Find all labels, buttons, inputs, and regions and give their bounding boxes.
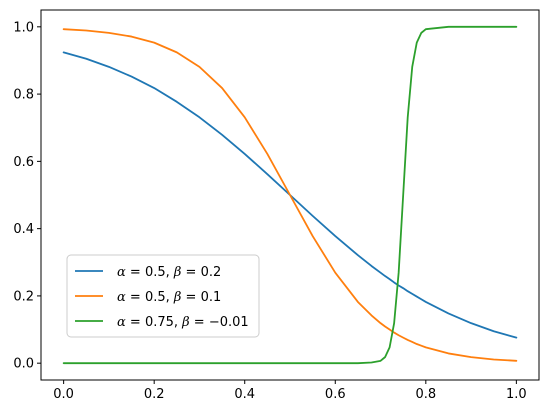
x-tick-label-3: 0.4 (234, 387, 255, 402)
legend: α = 0.5, β = 0.2 α = 0.5, β = 0.1 α = 0.… (66, 254, 260, 338)
legend-label-1: α = 0.5, β = 0.2 (117, 265, 221, 280)
x-tick-label-2: 0.2 (144, 387, 165, 402)
series-line-3 (62, 25, 518, 365)
x-axis: 0.0 0.2 0.4 0.6 0.8 1.0 (53, 380, 527, 402)
legend-label-3: α = 0.75, β = −0.01 (117, 315, 249, 330)
series-lines (62, 25, 518, 365)
y-tick-label-4: 0.6 (13, 155, 34, 170)
y-tick-label-6: 1.0 (13, 20, 34, 35)
plot-frame (40, 9, 540, 381)
x-tick-label-6: 1.0 (506, 387, 527, 402)
y-tick-label-5: 0.8 (13, 88, 34, 103)
legend-item-3: α = 0.75, β = −0.01 (75, 315, 249, 330)
x-tick-label-1: 0.0 (53, 387, 74, 402)
legend-item-1: α = 0.5, β = 0.2 (75, 265, 221, 280)
series-line-1 (62, 51, 518, 339)
y-tick-label-1: 0.0 (13, 357, 34, 372)
legend-item-2: α = 0.5, β = 0.1 (75, 290, 221, 305)
x-tick-label-5: 0.8 (415, 387, 436, 402)
legend-frame (66, 254, 260, 338)
y-axis: 0.0 0.2 0.4 0.6 0.8 1.0 (13, 20, 41, 372)
legend-label-2: α = 0.5, β = 0.1 (117, 290, 221, 305)
series-line-2 (62, 28, 518, 362)
y-tick-label-2: 0.2 (13, 289, 34, 304)
y-tick-label-3: 0.4 (13, 222, 34, 237)
x-tick-label-4: 0.6 (325, 387, 346, 402)
